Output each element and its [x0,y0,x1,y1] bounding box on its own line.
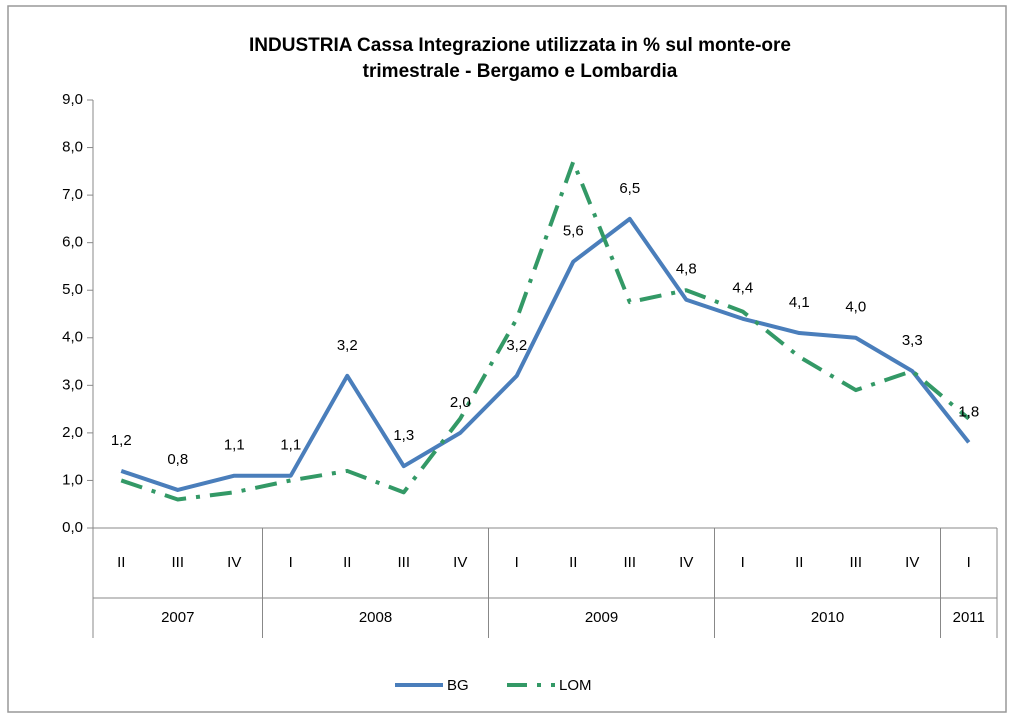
x-group-label: 2008 [359,609,392,626]
x-tick-label: I [967,554,971,571]
y-tick-label: 9,0 [62,91,83,108]
chart-border [7,5,1007,713]
x-tick-label: III [397,554,410,571]
x-group-label: 2007 [161,609,194,626]
x-tick-label: IV [227,554,241,571]
y-tick-label: 1,0 [62,471,83,488]
x-tick-label: II [117,554,125,571]
data-label: 1,3 [393,427,414,444]
y-tick-label: 6,0 [62,234,83,251]
x-tick-label: III [623,554,636,571]
data-label: 1,8 [958,403,979,420]
y-tick-label: 2,0 [62,424,83,441]
x-tick-label: III [849,554,862,571]
x-tick-label: I [289,554,293,571]
data-label: 1,1 [280,437,301,454]
y-tick-label: 8,0 [62,139,83,156]
x-tick-label: IV [453,554,467,571]
x-group-label: 2010 [811,609,844,626]
series-line [120,159,971,502]
x-tick-label: II [795,554,803,571]
data-label: 4,0 [845,299,866,316]
x-group-label: 2009 [585,609,618,626]
legend-label: LOM [559,677,592,694]
data-label: 5,6 [563,223,584,240]
x-group-label: 2011 [953,609,985,626]
data-label: 6,5 [619,180,640,197]
x-tick-label: IV [905,554,919,571]
data-label: 4,4 [732,280,753,297]
x-tick-label: II [343,554,351,571]
chart-title: INDUSTRIA Cassa Integrazione utilizzata … [249,35,791,56]
y-tick-label: 3,0 [62,376,83,393]
x-tick-label: II [569,554,577,571]
x-tick-label: IV [679,554,693,571]
data-label: 1,1 [224,437,245,454]
data-label: 1,2 [111,432,132,449]
data-label: 2,0 [450,394,471,411]
data-label: 3,2 [337,337,358,354]
x-tick-label: I [741,554,745,571]
x-tick-label: I [515,554,519,571]
data-label: 4,1 [789,294,810,311]
y-tick-label: 7,0 [62,186,83,203]
y-tick-label: 4,0 [62,329,83,346]
data-label: 4,8 [676,261,697,278]
y-tick-label: 5,0 [62,281,83,298]
y-tick-label: 0,0 [62,519,83,536]
legend-label: BG [447,677,469,694]
data-label: 0,8 [167,451,188,468]
x-tick-label: III [171,554,184,571]
data-label: 3,3 [902,332,923,349]
chart-title: trimestrale - Bergamo e Lombardia [363,61,678,82]
series-line [120,216,971,492]
data-label: 3,2 [506,337,527,354]
